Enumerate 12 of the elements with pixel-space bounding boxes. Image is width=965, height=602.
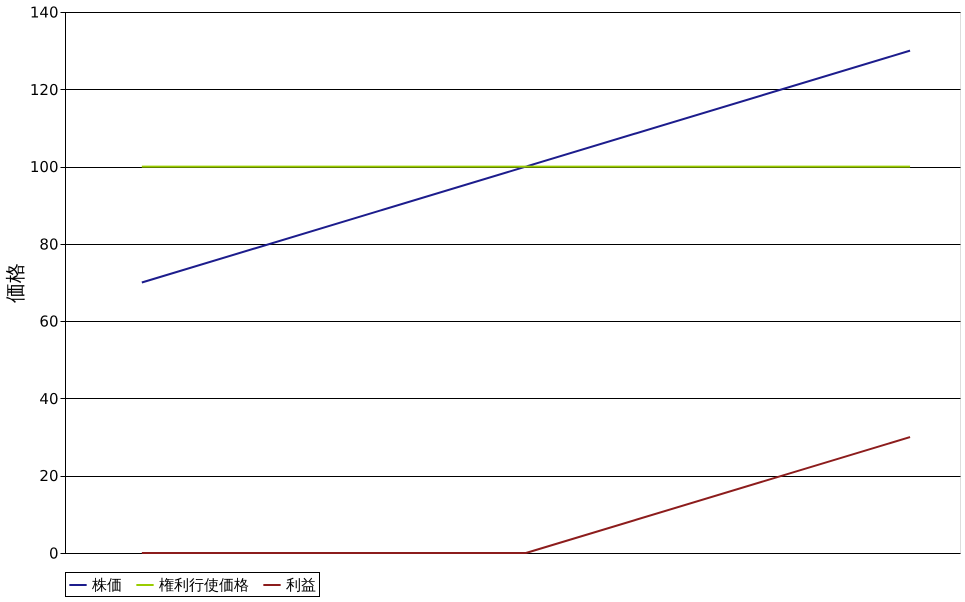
y-tick-label: 100 xyxy=(30,158,58,176)
y-axis-title: 価格 xyxy=(2,263,27,303)
legend-label: 利益 xyxy=(286,576,316,594)
y-tick-label: 60 xyxy=(39,312,58,331)
y-tick-label: 140 xyxy=(30,4,58,22)
legend-label: 権利行使価格 xyxy=(159,576,249,594)
y-tick-label: 40 xyxy=(39,390,58,408)
y-tick-label: 0 xyxy=(48,544,58,562)
y-tick-label: 20 xyxy=(39,467,58,486)
legend-label: 株価 xyxy=(91,576,122,594)
y-tick-label: 120 xyxy=(30,80,58,99)
y-tick-label: 80 xyxy=(39,235,58,254)
